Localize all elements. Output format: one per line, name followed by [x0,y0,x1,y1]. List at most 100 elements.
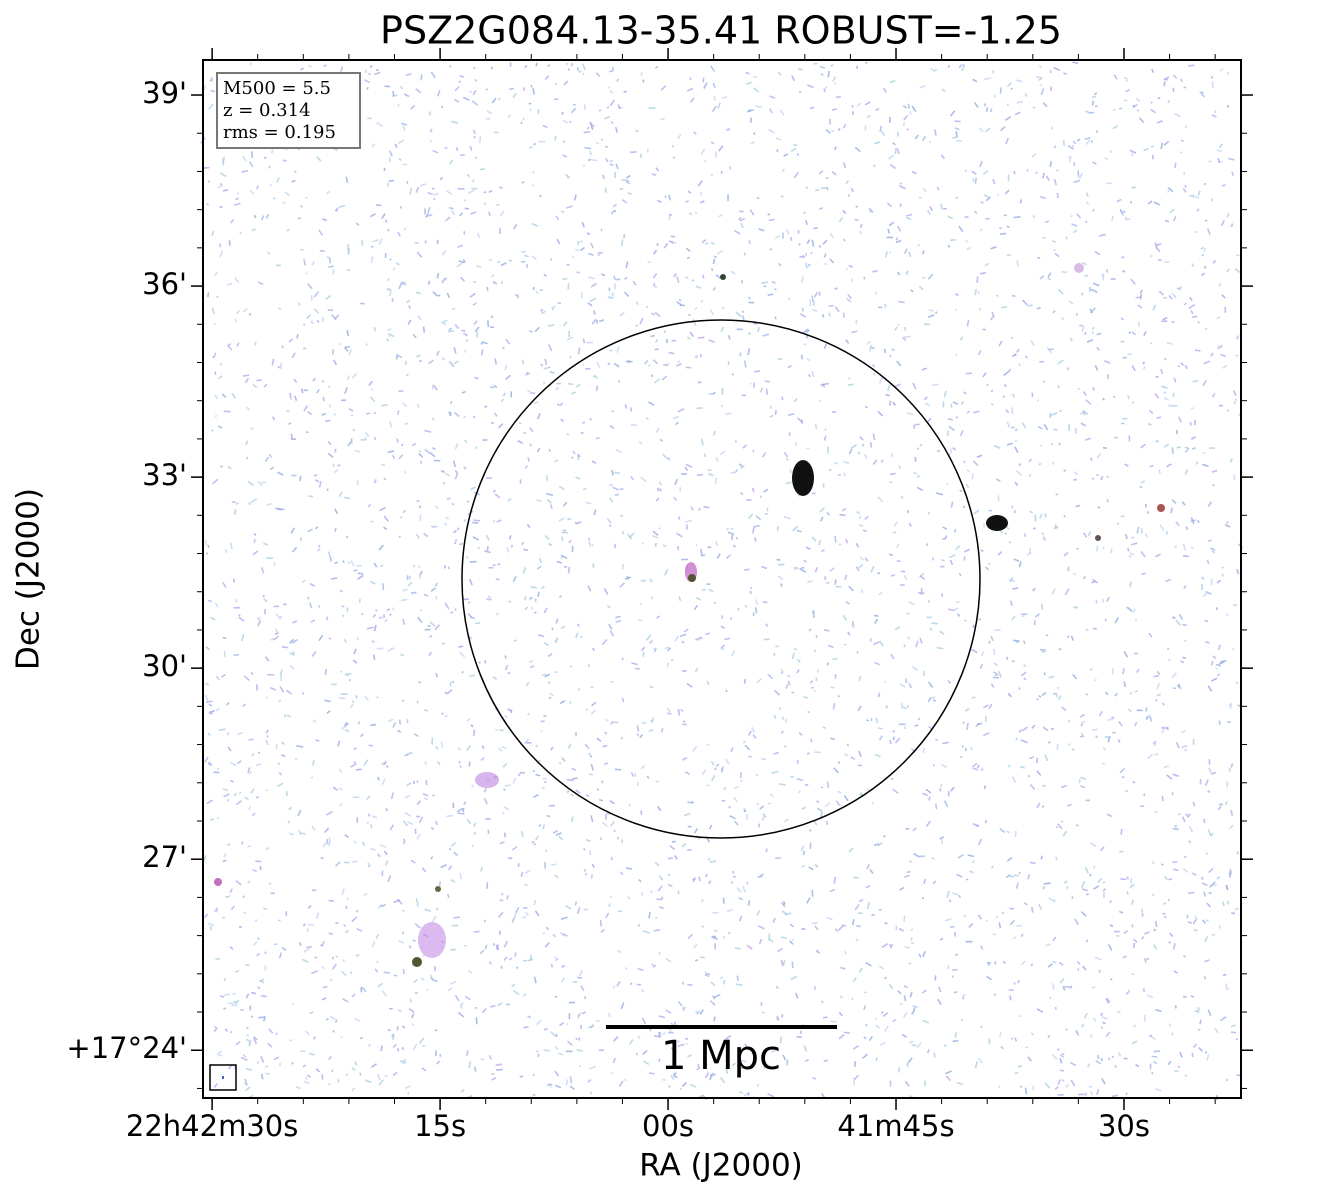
noise-speck [635,324,639,327]
noise-speck [592,647,596,652]
noise-speck [1182,995,1187,998]
noise-speck [902,336,907,341]
noise-speck [995,294,999,297]
noise-speck [536,565,542,570]
noise-speck [656,487,660,492]
noise-speck [1119,767,1126,774]
noise-speck [827,70,831,78]
noise-speck [655,497,660,502]
noise-speck [636,725,640,732]
noise-speck [919,84,926,89]
noise-speck [973,210,978,214]
noise-speck [208,103,214,110]
noise-speck [953,607,959,612]
noise-speck [954,953,959,957]
noise-speck [657,1031,662,1038]
noise-speck [1174,113,1181,118]
noise-speck [596,737,602,742]
noise-speck [949,448,953,454]
noise-speck [248,771,253,775]
noise-speck [281,754,286,758]
noise-speck [1154,920,1158,928]
noise-speck [241,634,245,642]
noise-speck [801,806,807,810]
noise-speck [310,320,314,324]
noise-speck [548,448,551,453]
noise-speck [283,714,287,718]
noise-speck [636,301,639,305]
noise-speck [1213,110,1217,114]
noise-speck [996,193,1000,197]
noise-speck [268,453,273,458]
noise-speck [720,766,725,773]
noise-speck [310,619,316,623]
noise-speck [898,184,906,190]
noise-speck [890,653,895,660]
noise-speck [234,999,240,1003]
y-axis-label: Dec (J2000) [11,488,47,670]
noise-speck [1219,67,1224,72]
noise-speck [654,338,659,343]
noise-speck [767,1093,775,1098]
noise-speck [299,475,302,482]
noise-speck [580,635,583,638]
noise-speck [1069,985,1073,990]
noise-speck [398,454,404,460]
noise-speck [459,1005,463,1009]
noise-speck [405,73,412,76]
noise-speck [590,1024,594,1029]
noise-speck [397,354,403,359]
noise-speck [898,300,905,304]
noise-speck [448,206,454,210]
noise-speck [424,908,432,912]
noise-speck [866,340,872,345]
noise-speck [402,820,409,827]
noise-speck [544,861,547,869]
noise-speck [364,431,370,438]
noise-speck [619,582,625,588]
noise-speck [359,1036,363,1040]
noise-speck [207,292,210,298]
noise-speck [811,921,819,925]
noise-speck [999,126,1006,132]
noise-speck [1126,395,1130,398]
noise-speck [1187,891,1195,895]
noise-speck [1203,891,1207,897]
noise-speck [555,215,560,221]
noise-speck [1021,422,1027,429]
noise-speck [1194,915,1198,921]
noise-speck [355,953,360,957]
noise-speck [752,487,755,492]
noise-speck [555,832,562,836]
noise-speck [676,546,680,549]
noise-speck [807,580,813,584]
noise-speck [441,278,445,284]
noise-speck [754,599,759,605]
noise-speck [878,376,884,384]
noise-speck [834,461,839,465]
x-tick-label: 41m45s [837,1109,954,1143]
noise-speck [749,382,752,385]
noise-speck [982,732,990,737]
noise-speck [562,277,568,281]
noise-speck [997,670,1002,678]
noise-speck [418,565,421,569]
noise-speck [769,414,774,418]
noise-speck [961,65,965,72]
noise-speck [454,323,460,330]
noise-speck [404,360,407,366]
noise-speck [918,196,922,199]
noise-speck [819,507,825,513]
noise-speck [977,914,983,920]
noise-speck [579,246,585,252]
noise-speck [616,345,620,353]
noise-speck [396,438,400,443]
noise-speck [822,239,828,245]
noise-speck [1171,320,1175,324]
noise-speck [566,1040,573,1046]
noise-speck [922,187,927,193]
noise-speck [826,581,830,584]
noise-speck [1082,391,1087,396]
noise-speck [340,66,344,72]
noise-speck [363,892,368,897]
